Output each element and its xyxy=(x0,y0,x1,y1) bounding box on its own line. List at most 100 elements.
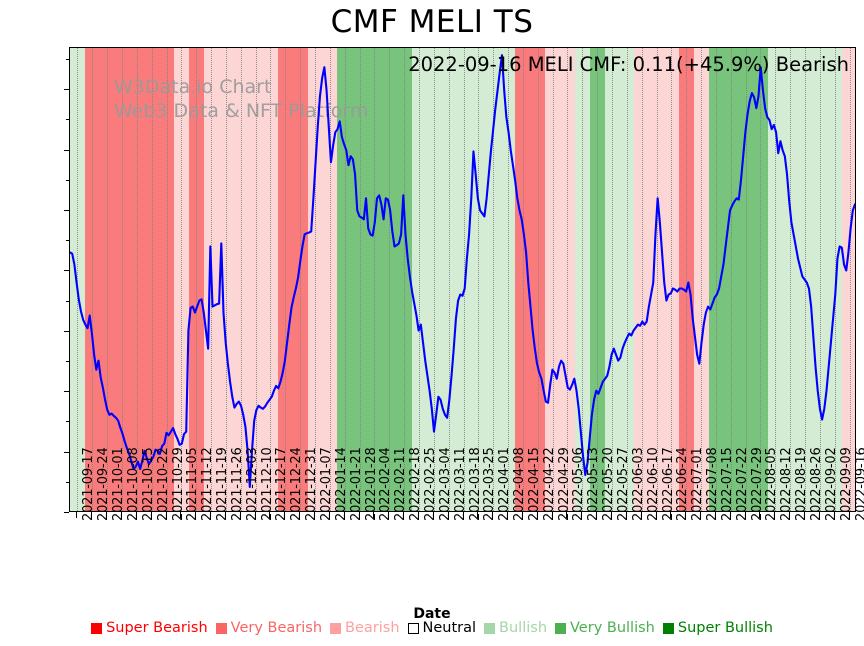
y-tick-mark xyxy=(63,330,69,332)
y-tick-mark xyxy=(63,391,69,393)
gridline-vertical xyxy=(404,48,406,511)
legend-label: Very Bearish xyxy=(230,620,323,636)
x-tick-mark xyxy=(180,512,182,518)
x-tick-label: 2021-10-15 xyxy=(140,447,156,521)
x-tick-mark xyxy=(477,512,479,518)
x-tick-label: 2022-07-22 xyxy=(734,447,750,521)
x-tick-label: 2021-12-03 xyxy=(244,447,260,521)
y-tick-mark-minor xyxy=(65,59,69,61)
plot-area: W3Data.io Chart Web3 Data & NFT Platform… xyxy=(69,47,856,512)
x-tick-label: 2021-12-17 xyxy=(274,447,290,521)
x-tick-label: 2022-05-13 xyxy=(586,447,602,521)
x-tick-mark xyxy=(818,512,820,518)
watermark-line-2: Web3 Data & NFT Platform xyxy=(114,100,369,122)
y-tick-mark-minor xyxy=(65,421,69,423)
y-tick-mark xyxy=(63,451,69,453)
y-tick-mark-minor xyxy=(65,240,69,242)
legend-swatch-icon xyxy=(91,622,103,634)
gridline-vertical xyxy=(790,48,792,511)
x-tick-mark xyxy=(314,512,315,518)
x-tick-mark xyxy=(536,512,538,518)
legend-label: Super Bullish xyxy=(677,620,773,636)
x-tick-mark xyxy=(789,512,791,518)
legend-item[interactable]: Bullish xyxy=(484,620,547,636)
x-tick-label: 2021-11-05 xyxy=(185,447,201,521)
x-tick-mark xyxy=(640,512,642,518)
x-tick-mark xyxy=(729,512,731,518)
gridline-vertical xyxy=(552,48,554,511)
x-tick-mark xyxy=(135,512,137,518)
x-tick-mark xyxy=(254,512,256,518)
gridline-vertical xyxy=(389,48,391,511)
x-tick-mark xyxy=(210,512,212,518)
legend-item[interactable]: Very Bearish xyxy=(215,620,323,636)
x-tick-label: 2022-09-02 xyxy=(823,447,839,521)
x-tick-label: 2022-05-27 xyxy=(615,447,631,521)
legend-item[interactable]: Super Bearish xyxy=(91,620,208,636)
x-tick-label: 2022-07-15 xyxy=(719,447,735,521)
x-tick-mark xyxy=(759,512,761,518)
x-tick-mark xyxy=(299,512,301,518)
x-tick-mark xyxy=(521,512,523,518)
x-tick-label: 2022-02-04 xyxy=(378,447,394,521)
y-tick-mark-minor xyxy=(65,179,69,181)
x-tick-label: 2022-01-28 xyxy=(363,447,379,521)
legend-swatch-icon xyxy=(407,622,419,634)
x-tick-mark xyxy=(625,512,627,518)
x-tick-label: 2022-06-24 xyxy=(675,447,691,521)
x-tick-mark xyxy=(269,512,271,518)
x-tick-mark xyxy=(224,512,226,518)
x-tick-mark xyxy=(581,512,583,518)
legend-swatch-icon xyxy=(662,622,674,634)
legend-label: Neutral xyxy=(422,620,477,636)
cmf-line-series xyxy=(70,54,855,488)
legend-label: Very Bullish xyxy=(570,620,655,636)
legend: Super Bearish Very Bearish Bearish Neutral B… xyxy=(0,620,864,636)
gridline-vertical xyxy=(196,48,198,511)
x-tick-mark xyxy=(447,512,449,518)
legend-item[interactable]: Bearish xyxy=(330,620,400,636)
gridline-vertical xyxy=(77,48,79,511)
x-tick-label: 2021-10-01 xyxy=(111,447,127,521)
y-tick-mark xyxy=(63,89,69,91)
x-tick-label: 2022-04-22 xyxy=(541,447,557,521)
legend-item[interactable]: Neutral xyxy=(407,620,477,636)
legend-item[interactable]: Super Bullish xyxy=(662,620,773,636)
x-tick-label: 2022-09-16 xyxy=(853,447,864,521)
x-tick-mark xyxy=(358,512,360,518)
legend-item[interactable]: Very Bullish xyxy=(555,620,655,636)
gridline-vertical xyxy=(611,48,613,511)
x-tick-mark xyxy=(804,512,806,518)
y-tick-mark-minor xyxy=(65,119,69,121)
x-tick-mark xyxy=(610,512,612,518)
x-tick-label: 2022-06-10 xyxy=(645,447,661,521)
x-tick-mark xyxy=(551,512,553,518)
gridline-vertical xyxy=(508,48,510,511)
gridline-vertical xyxy=(819,48,821,511)
gridline-vertical xyxy=(478,48,480,511)
page-title: CMF MELI TS xyxy=(330,4,534,40)
x-tick-label: 2022-08-26 xyxy=(809,447,825,521)
gridline-vertical xyxy=(448,48,450,511)
gridline-vertical xyxy=(255,48,257,511)
gridline-vertical xyxy=(151,48,153,511)
x-tick-mark xyxy=(432,512,434,518)
x-tick-label: 2022-04-29 xyxy=(556,447,572,521)
gridline-vertical xyxy=(225,48,227,511)
x-tick-label: 2021-12-10 xyxy=(259,447,275,521)
x-tick-mark xyxy=(91,512,93,518)
x-tick-mark xyxy=(388,512,390,518)
gridline-vertical xyxy=(745,48,747,511)
x-tick-label: 2022-03-11 xyxy=(452,447,468,521)
gridline-vertical xyxy=(374,48,376,511)
gridline-vertical xyxy=(240,48,242,511)
regime-band xyxy=(842,48,855,511)
x-tick-mark xyxy=(848,512,850,518)
gridline-vertical xyxy=(136,48,138,511)
gridline-vertical xyxy=(597,48,599,511)
x-tick-mark xyxy=(670,512,672,518)
x-tick-mark xyxy=(150,512,152,518)
x-tick-mark xyxy=(744,512,746,518)
y-tick-mark xyxy=(63,149,69,151)
